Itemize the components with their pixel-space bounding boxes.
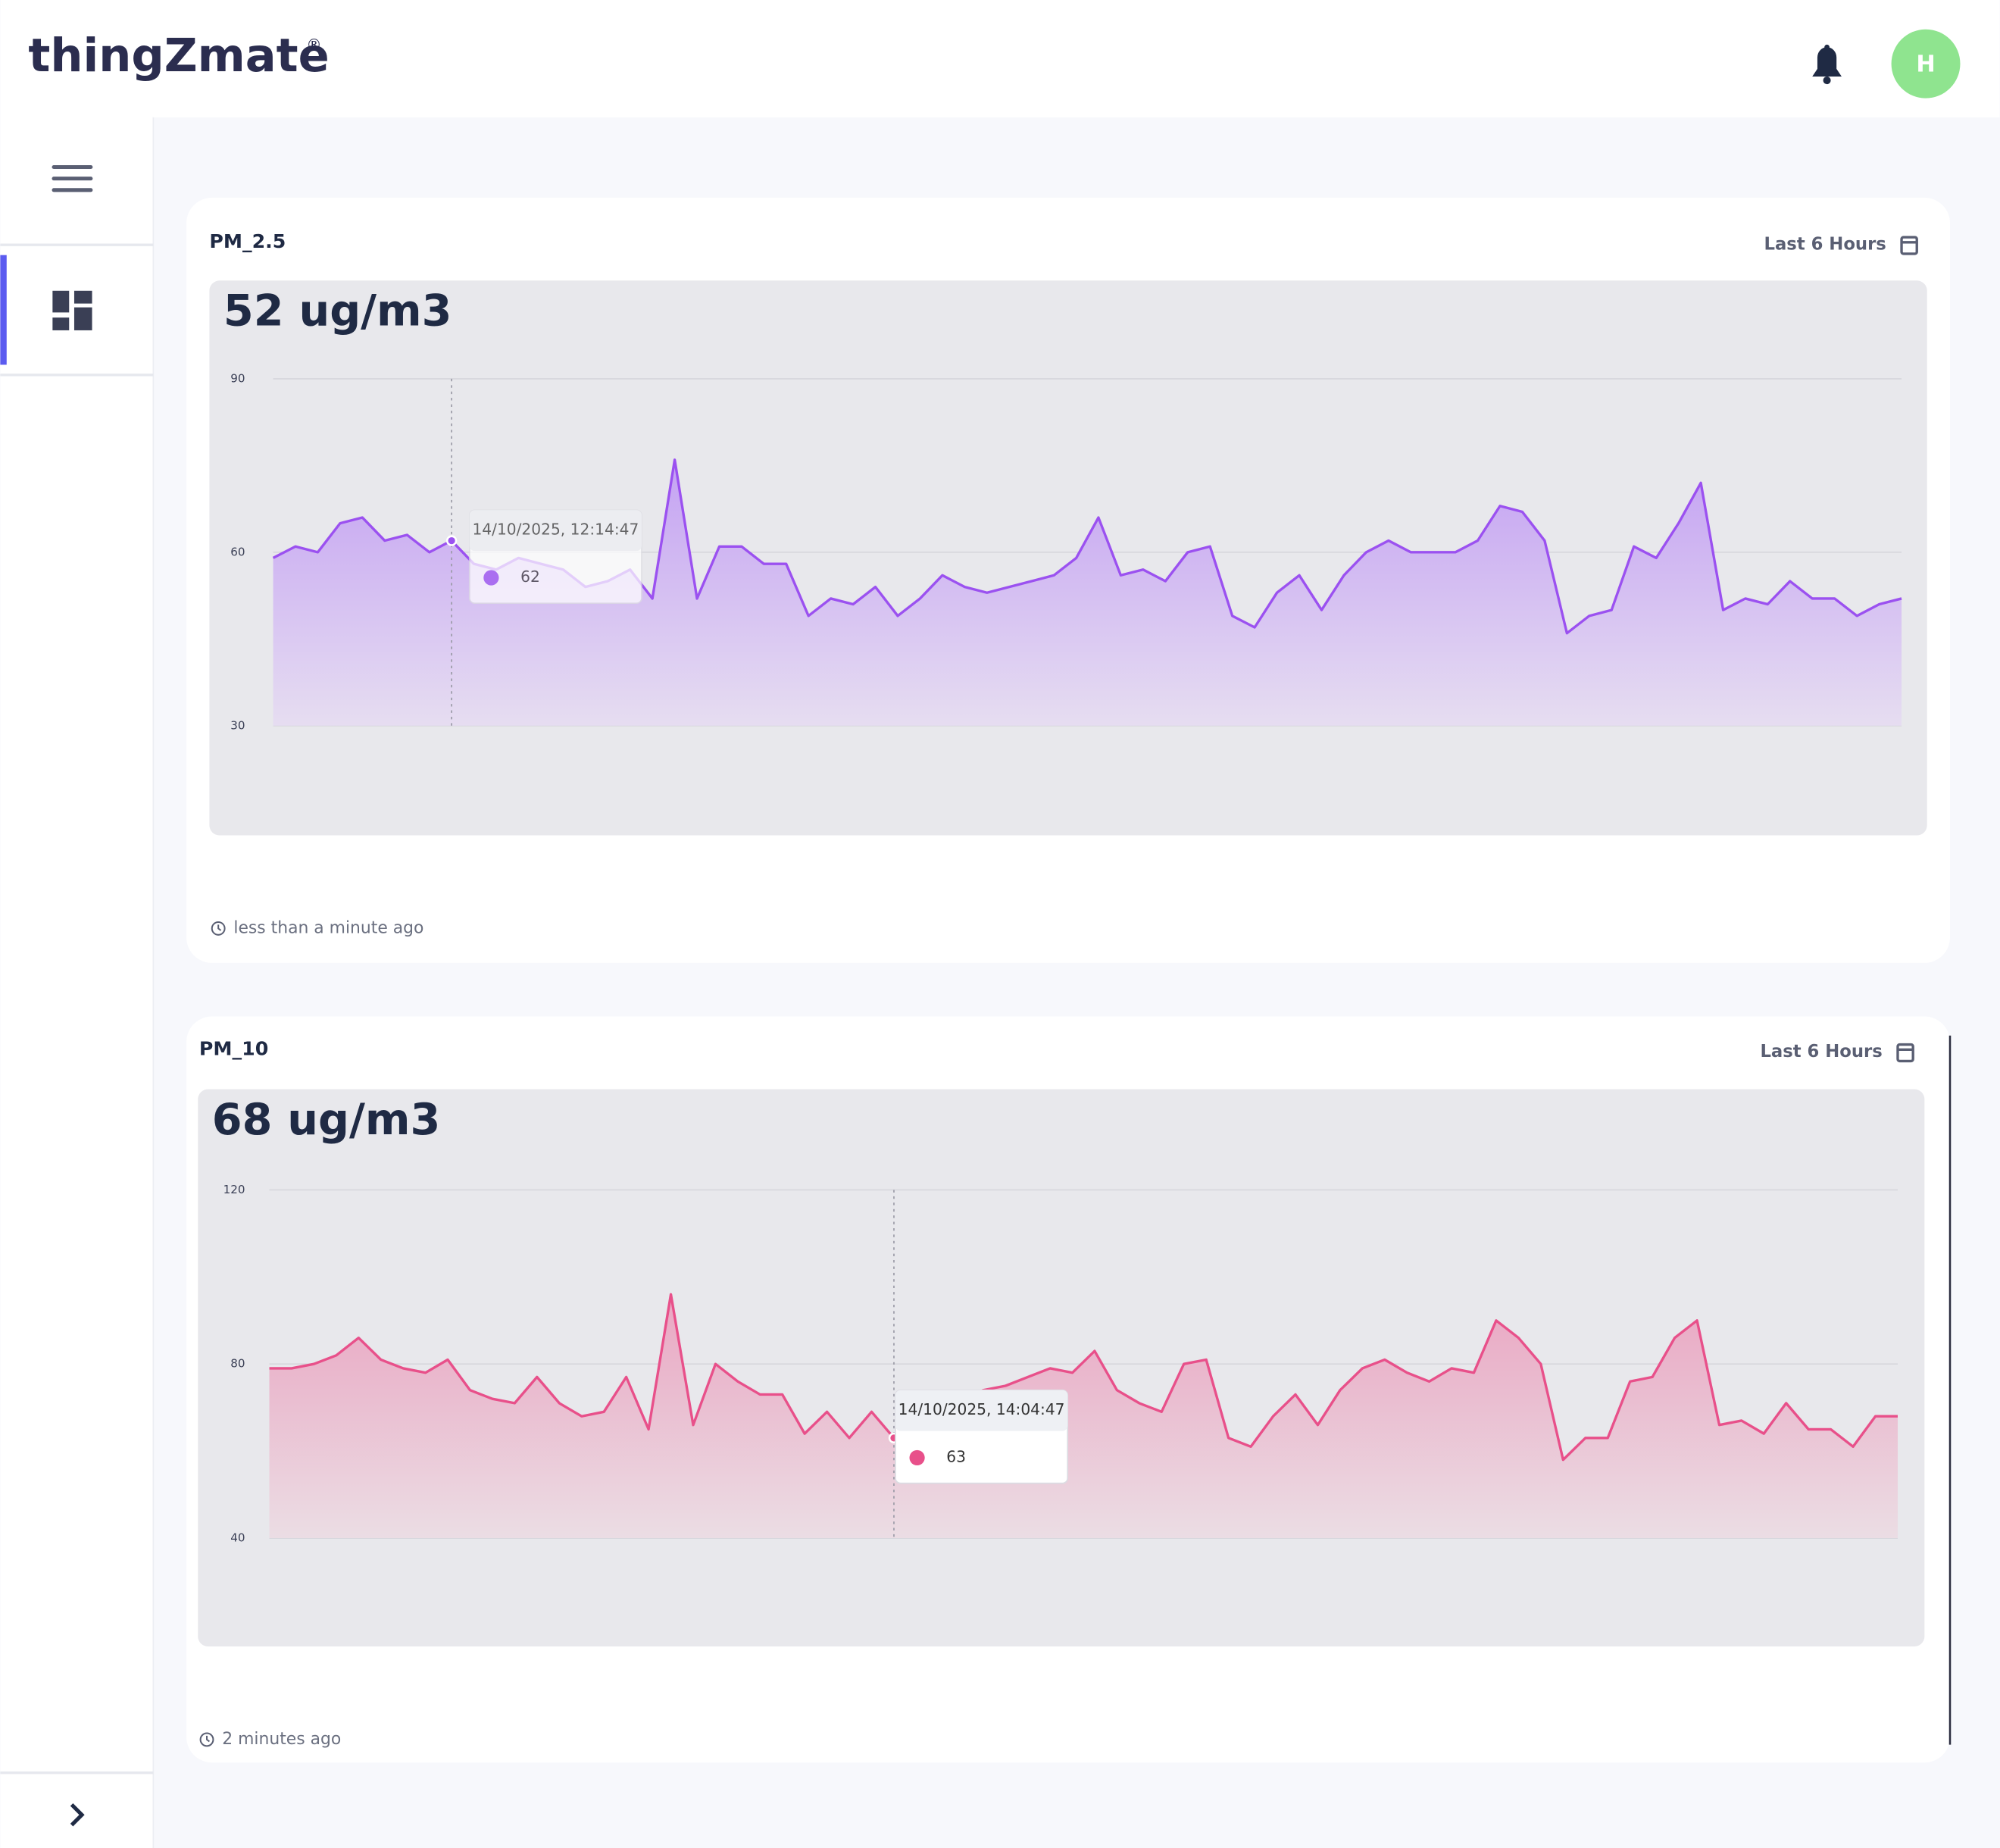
clock-hands: [206, 1735, 211, 1743]
tooltip-swatch: [483, 570, 499, 586]
area: [273, 459, 1902, 726]
card-title: PM_2.5: [209, 230, 286, 252]
hover-point: [445, 535, 458, 546]
tooltip-value: 63: [946, 1447, 966, 1465]
charts: PM_2.5 Last 6 Hours 52 ug/m3 30 60 90 14/10/20…: [198, 230, 1927, 1749]
y-tick-label: 80: [230, 1357, 245, 1371]
calendar-icon: [1900, 236, 1918, 255]
tooltip-header: [895, 1390, 1068, 1431]
bell-clapper: [1823, 76, 1831, 85]
tooltip: 14/10/2025, 14:04:47 63: [895, 1389, 1069, 1484]
clock-icon: [199, 1732, 214, 1747]
header: [0, 0, 2000, 117]
area: [269, 1294, 1898, 1538]
bell-icon: [1812, 47, 1842, 77]
logo[interactable]: thingZmate: [28, 30, 329, 83]
y-tick-label: 120: [223, 1183, 245, 1196]
tooltip-header: [469, 510, 642, 552]
logo-mark: ®: [306, 36, 321, 54]
time-range[interactable]: Last 6 Hours: [1760, 1042, 1882, 1062]
y-tick-label: 30: [230, 718, 245, 732]
dashboard-nav[interactable]: [52, 290, 92, 330]
menu-button[interactable]: [52, 164, 93, 192]
tooltip: 14/10/2025, 12:14:47 62: [468, 509, 642, 605]
tooltip-time: 14/10/2025, 12:14:47: [472, 521, 639, 539]
current-value: 52 ug/m3: [223, 286, 452, 336]
clock-icon: [211, 921, 226, 936]
tooltip-swatch: [909, 1449, 925, 1466]
tooltip-value: 62: [520, 568, 540, 586]
clock-hands: [217, 924, 222, 931]
bell-top: [1824, 44, 1830, 50]
calendar-icon: [1896, 1043, 1914, 1063]
active-indicator: [0, 255, 7, 365]
last-updated: 2 minutes ago: [222, 1730, 341, 1749]
tooltip-time: 14/10/2025, 14:04:47: [898, 1400, 1065, 1418]
y-tick-label: 40: [230, 1531, 245, 1544]
avatar[interactable]: [1891, 29, 1961, 98]
current-value: 68 ug/m3: [212, 1095, 441, 1145]
notifications[interactable]: [1812, 44, 1842, 85]
avatar-initial: H: [1916, 51, 1935, 77]
time-range[interactable]: Last 6 Hours: [1764, 235, 1886, 255]
sidebar: [0, 117, 154, 1848]
line: [269, 1293, 1898, 1462]
last-updated: less than a minute ago: [233, 918, 423, 937]
expand-button[interactable]: [70, 1803, 85, 1827]
y-tick-label: 60: [230, 545, 245, 558]
card-title: PM_10: [199, 1037, 268, 1059]
y-tick-label: 90: [230, 371, 245, 385]
